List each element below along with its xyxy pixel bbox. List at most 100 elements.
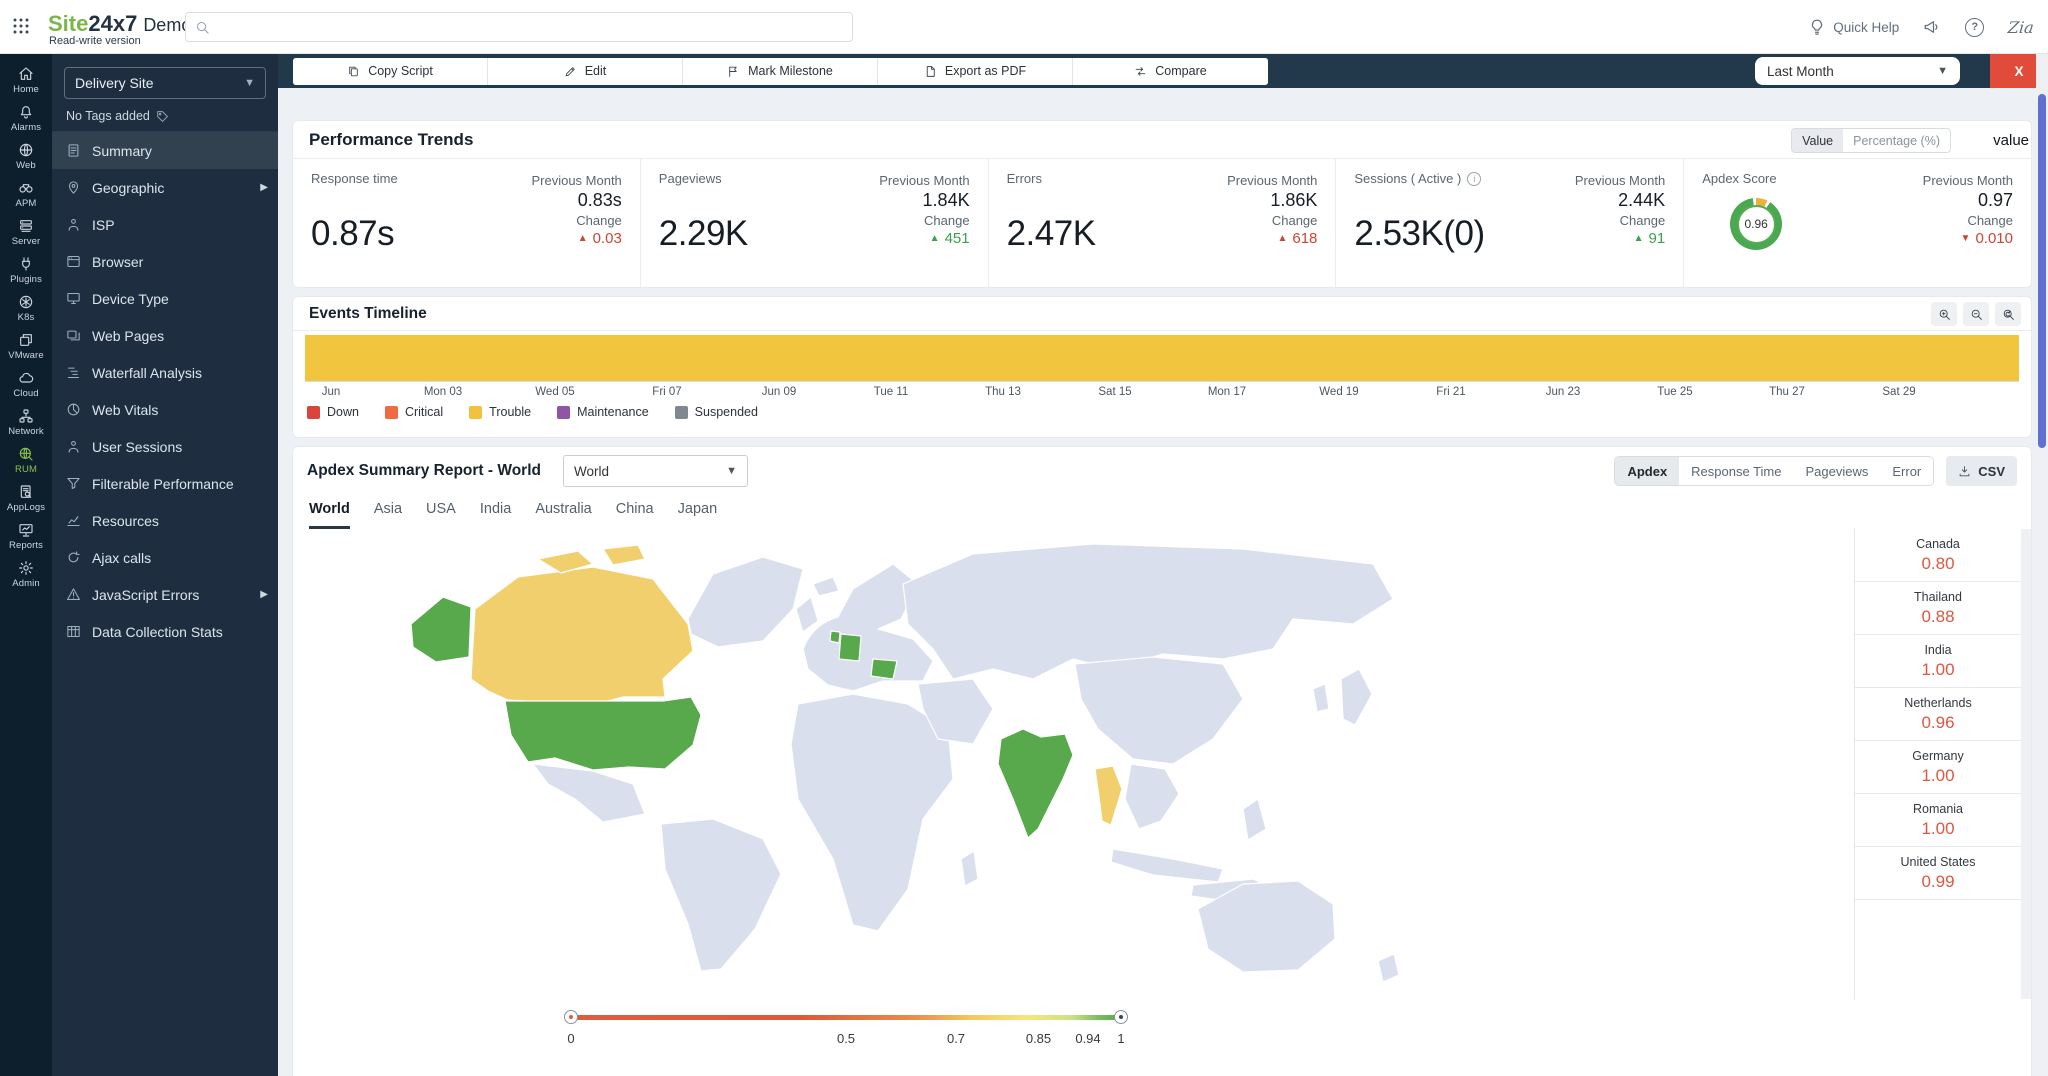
copy-script-button[interactable]: Copy Script <box>293 57 488 85</box>
report-body: Performance Trends Value Percentage (%) … <box>278 88 2048 1076</box>
site24x7-logo[interactable]: Site 24x7 Demo <box>48 11 191 37</box>
help-icon[interactable]: ? <box>1965 17 1985 37</box>
sidebar-item-resources[interactable]: Resources <box>52 502 278 539</box>
list-item[interactable]: Netherlands 0.96 <box>1855 688 2021 741</box>
country-usa <box>504 696 702 771</box>
timeline-trouble-band[interactable] <box>305 335 2019 381</box>
country-india <box>997 728 1074 839</box>
rail-item-home[interactable]: Home <box>0 62 52 99</box>
global-search[interactable] <box>185 12 853 42</box>
period-value: Last Month <box>1767 63 1834 79</box>
page-scrollbar[interactable] <box>2036 54 2048 1076</box>
toggle-percentage[interactable]: Percentage (%) <box>1853 133 1940 148</box>
region-dropdown[interactable]: World ▼ <box>562 455 748 487</box>
change-value: ▲ 91 <box>1633 230 1666 247</box>
compare-button[interactable]: Compare <box>1073 57 1268 85</box>
sidebar-item-user-sessions[interactable]: User Sessions <box>52 428 278 465</box>
announcements-icon[interactable] <box>1923 18 1941 36</box>
change-value: ▼ 0.010 <box>1960 230 2013 247</box>
sidebar-item-waterfall-analysis[interactable]: Waterfall Analysis <box>52 354 278 391</box>
rail-item-server[interactable]: Server <box>0 214 52 251</box>
tab-australia[interactable]: Australia <box>535 501 592 517</box>
metric-tab-error[interactable]: Error <box>1892 463 1922 479</box>
export-pdf-button[interactable]: Export as PDF <box>878 57 1073 85</box>
zoom-out-button[interactable] <box>1963 302 1989 326</box>
toggle-value[interactable]: Value <box>1792 129 1844 152</box>
tab-asia[interactable]: Asia <box>373 501 403 517</box>
zoom-reset-button[interactable] <box>1995 302 2021 326</box>
list-item[interactable]: Thailand 0.88 <box>1855 582 2021 635</box>
list-item[interactable]: Canada 0.80 <box>1855 529 2021 582</box>
zia-assistant-icon[interactable]: Zia <box>2007 17 2035 37</box>
world-map-region: Canada 0.80 Thailand 0.88 India 1.00 Nether… <box>293 529 2031 999</box>
rail-item-web[interactable]: Web <box>0 138 52 175</box>
scale-handle-min[interactable] <box>564 1010 578 1024</box>
events-timeline-header: Events Timeline <box>293 297 2031 331</box>
sidebar-item-web-pages[interactable]: Web Pages <box>52 317 278 354</box>
rail-item-admin[interactable]: Admin <box>0 556 52 593</box>
tab-china[interactable]: China <box>615 501 654 517</box>
list-item[interactable]: United States 0.99 <box>1855 847 2021 900</box>
world-choropleth-map[interactable] <box>293 529 1853 999</box>
rail-item-vmware[interactable]: VMware <box>0 328 52 365</box>
module-rail: Home Alarms Web APM Server Plugins K8s V… <box>0 54 52 1076</box>
sidebar-item-geographic[interactable]: Geographic ▶ <box>52 169 278 206</box>
change-value: ▲ 618 <box>1277 230 1318 247</box>
scale-handle-max[interactable] <box>1114 1010 1128 1024</box>
person-icon <box>66 217 81 232</box>
previous-value: 0.83s <box>577 190 622 210</box>
pdf-document-icon <box>924 65 937 78</box>
rail-item-cloud[interactable]: Cloud <box>0 366 52 403</box>
sidebar-item-browser[interactable]: Browser <box>52 243 278 280</box>
sidebar-item-web-vitals[interactable]: Web Vitals <box>52 391 278 428</box>
period-dropdown[interactable]: Last Month ▼ <box>1755 57 1960 85</box>
metric-pageviews: Pageviews 2.29K Previous Month 1.84K Cha… <box>641 159 989 288</box>
tab-world[interactable]: World <box>309 501 350 529</box>
list-item[interactable]: Romania 1.00 <box>1855 794 2021 847</box>
tab-usa[interactable]: USA <box>426 501 456 517</box>
sidebar-item-summary[interactable]: Summary <box>52 132 278 169</box>
sidebar-item-isp[interactable]: ISP <box>52 206 278 243</box>
sidebar-item-data-collection-stats[interactable]: Data Collection Stats <box>52 613 278 650</box>
rail-item-reports[interactable]: Reports <box>0 518 52 555</box>
performance-trends-title: Performance Trends <box>309 129 474 149</box>
rail-item-rum[interactable]: RUM <box>0 442 52 479</box>
list-scroll-gutter[interactable] <box>2021 529 2031 999</box>
metric-tab-apdex[interactable]: Apdex <box>1615 457 1680 485</box>
tags-row[interactable]: No Tags added <box>66 109 264 123</box>
app-grid-icon[interactable] <box>12 17 30 35</box>
list-item[interactable]: Germany 1.00 <box>1855 741 2021 794</box>
info-icon[interactable]: i <box>1467 171 1482 186</box>
apdex-title: Apdex Summary Report - World <box>307 462 541 479</box>
rail-item-k8s[interactable]: K8s <box>0 290 52 327</box>
metric-label: Sessions ( Active ) i <box>1354 171 1484 186</box>
quick-help-button[interactable]: Quick Help <box>1808 18 1899 36</box>
mark-milestone-button[interactable]: Mark Milestone <box>683 57 878 85</box>
chart-line-icon <box>66 513 81 528</box>
sidebar-item-javascript-errors[interactable]: JavaScript Errors ▶ <box>52 576 278 613</box>
metric-tab-pageviews[interactable]: Pageviews <box>1805 463 1869 479</box>
tab-japan[interactable]: Japan <box>677 501 718 517</box>
csv-export-button[interactable]: CSV <box>1946 456 2017 486</box>
zoom-in-button[interactable] <box>1931 302 1957 326</box>
sidebar-item-filterable-performance[interactable]: Filterable Performance <box>52 465 278 502</box>
home-icon <box>18 66 34 82</box>
metric-tab-response-time[interactable]: Response Time <box>1691 463 1782 479</box>
search-input[interactable] <box>217 19 843 35</box>
edit-button[interactable]: Edit <box>488 57 683 85</box>
list-item[interactable]: India 1.00 <box>1855 635 2021 688</box>
scrollbar-thumb[interactable] <box>2038 94 2046 448</box>
sidebar-item-device-type[interactable]: Device Type <box>52 280 278 317</box>
rail-item-network[interactable]: Network <box>0 404 52 441</box>
rail-item-plugins[interactable]: Plugins <box>0 252 52 289</box>
previous-value: 0.97 <box>1977 190 2013 210</box>
rail-item-apm[interactable]: APM <box>0 176 52 213</box>
rail-item-applogs[interactable]: AppLogs <box>0 480 52 517</box>
search-icon <box>195 20 210 35</box>
monitor-dropdown[interactable]: Delivery Site ▼ <box>64 67 266 99</box>
tab-india[interactable]: India <box>479 501 512 517</box>
sidebar-item-ajax-calls[interactable]: Ajax calls <box>52 539 278 576</box>
rail-item-alarms[interactable]: Alarms <box>0 100 52 137</box>
timeline-zoom-controls <box>1931 302 2021 326</box>
document-icon <box>66 143 81 158</box>
